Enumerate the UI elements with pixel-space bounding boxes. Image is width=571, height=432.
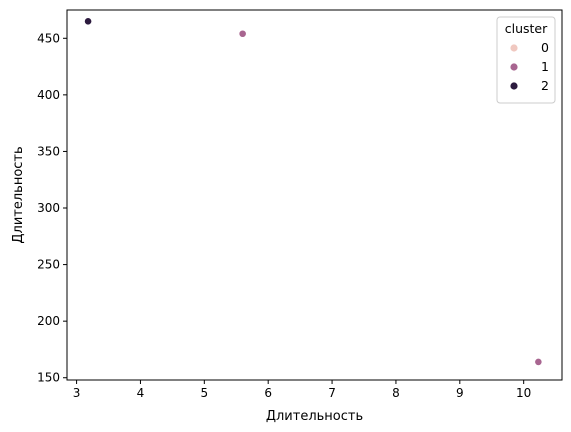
x-tick-label: 9 (456, 386, 464, 400)
x-axis-label: Длительность (266, 409, 363, 424)
legend-title: cluster (505, 21, 548, 36)
points-layer (84, 18, 541, 366)
y-tick-label: 200 (37, 314, 60, 328)
x-tick-label: 10 (516, 386, 531, 400)
y-tick-label: 250 (37, 258, 60, 272)
x-tick-label: 8 (392, 386, 400, 400)
legend-entry-label: 2 (541, 78, 549, 93)
plot-frame (67, 10, 562, 380)
legend-entry-label: 0 (541, 40, 549, 55)
x-tick-label: 6 (264, 386, 272, 400)
x-tick-label: 3 (73, 386, 81, 400)
data-point (84, 18, 91, 25)
x-tick-label: 5 (201, 386, 209, 400)
y-axis-label: Длительность (11, 146, 26, 243)
y-tick-label: 350 (37, 144, 60, 158)
ticks-layer: 3 4 5 6 7 8 9 10 150 200 250 300 350 400 450 (37, 31, 531, 400)
y-tick-label: 400 (37, 88, 60, 102)
x-tick-label: 4 (137, 386, 145, 400)
legend-marker (510, 44, 517, 51)
legend-marker (510, 63, 517, 70)
legend-marker (510, 82, 517, 89)
y-tick-label: 150 (37, 371, 60, 385)
y-tick-label: 450 (37, 31, 60, 45)
data-point (535, 358, 542, 365)
legend: cluster 0 1 2 (497, 17, 555, 103)
y-tick-label: 300 (37, 201, 60, 215)
data-point (239, 30, 246, 37)
x-tick-label: 7 (328, 386, 336, 400)
legend-entry-label: 1 (541, 59, 549, 74)
